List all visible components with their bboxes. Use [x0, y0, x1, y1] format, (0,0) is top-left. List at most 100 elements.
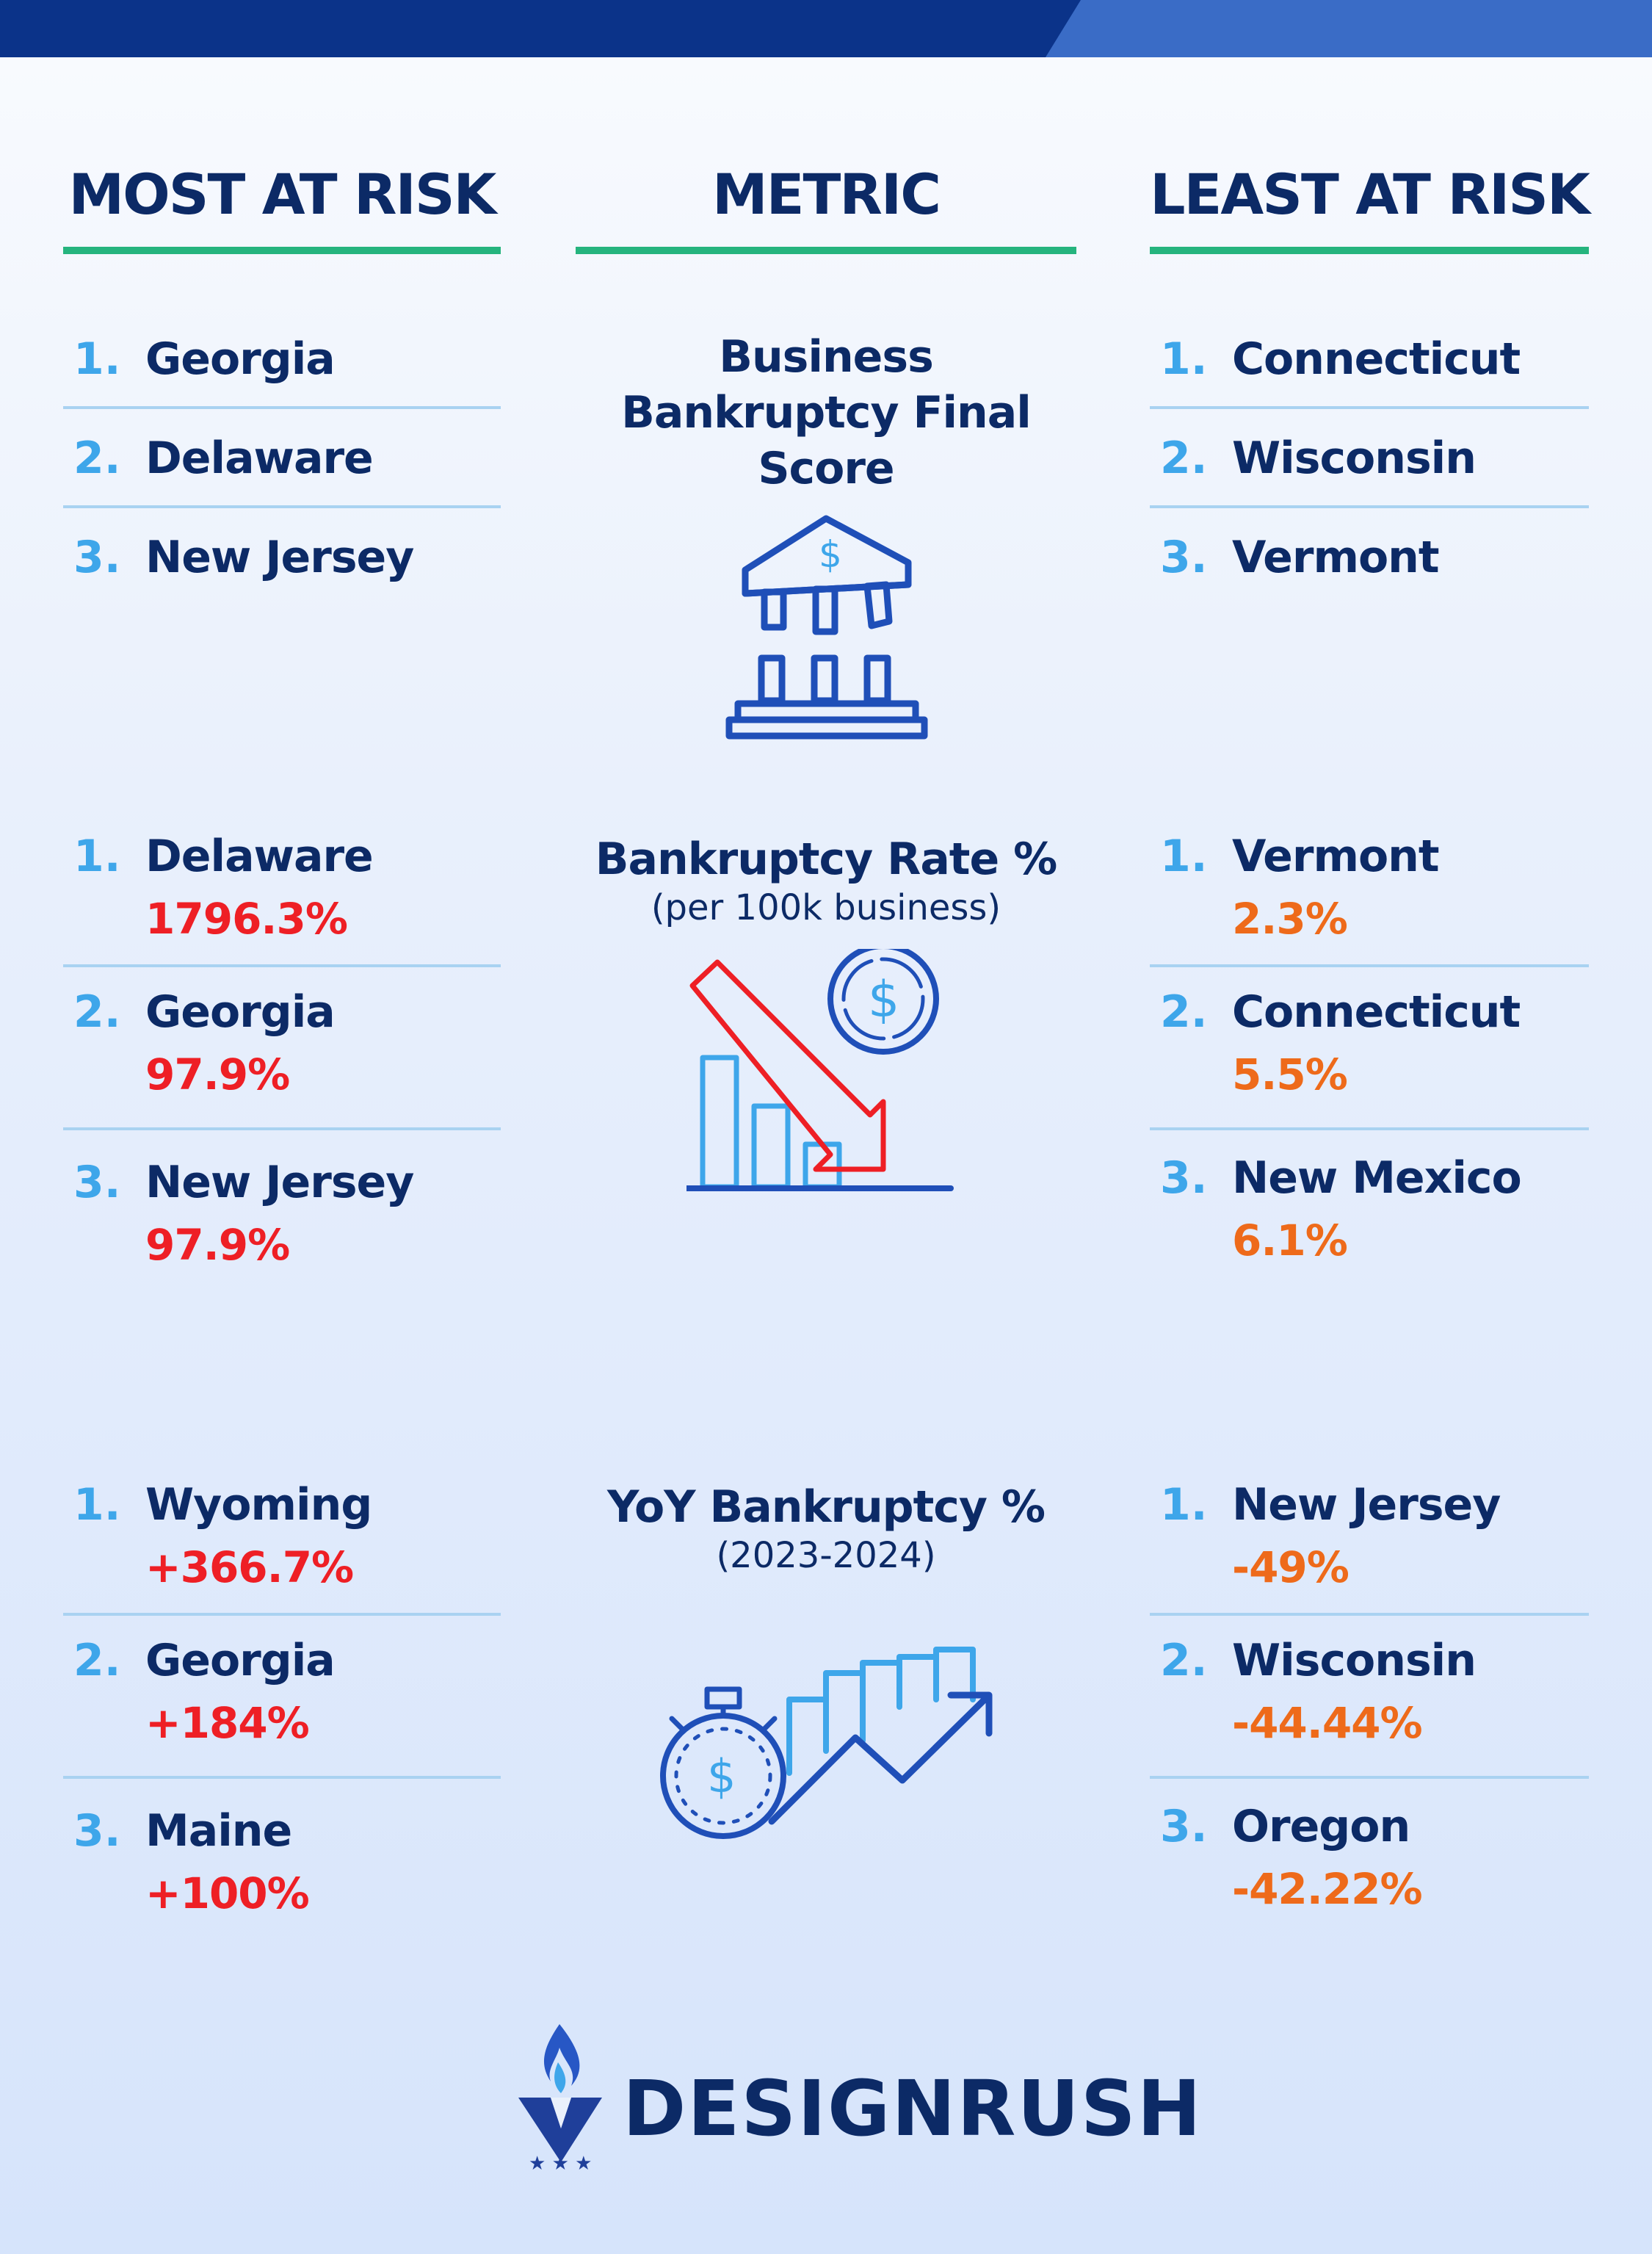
row-divider	[63, 406, 501, 409]
header-least-title: LEAST AT RISK	[1150, 162, 1590, 227]
header-metric: METRIC	[576, 154, 1076, 272]
state-name: Vermont	[1232, 831, 1440, 882]
state-name: Georgia	[145, 333, 336, 385]
row-divider	[63, 1613, 501, 1616]
list-item: 2. Connecticut 5.5%	[1150, 986, 1589, 1152]
metric-value: +100%	[145, 1868, 310, 1918]
state-name: New Jersey	[145, 532, 414, 583]
header-most-at-risk: MOST AT RISK	[63, 154, 501, 272]
svg-text:$: $	[707, 1749, 736, 1803]
section-1-most-list: 1. Georgia 2. Delaware 3. New Jersey	[63, 323, 501, 621]
list-item: 3. New Mexico 6.1%	[1150, 1152, 1589, 1299]
top-banner	[0, 0, 1652, 57]
state-name: New Jersey	[1232, 1479, 1501, 1531]
state-name: Vermont	[1232, 532, 1440, 583]
section-2-most-list: 1. Delaware 1796.3% 2. Georgia 97.9% 3. …	[63, 826, 501, 1299]
list-item: 1. Vermont 2.3%	[1150, 826, 1589, 986]
rank-number: 1.	[73, 831, 121, 882]
row-divider	[1150, 1613, 1589, 1616]
state-name: Georgia	[145, 1635, 336, 1686]
list-item: 2. Georgia 97.9%	[63, 986, 501, 1152]
state-name: Connecticut	[1232, 333, 1521, 385]
row-divider	[63, 505, 501, 508]
rank-number: 1.	[73, 333, 121, 385]
metric-value: -49%	[1232, 1542, 1350, 1592]
section-1-metric: Business Bankruptcy Final Score $	[576, 329, 1076, 756]
rank-number: 3.	[73, 1157, 121, 1208]
state-name: Wyoming	[145, 1479, 372, 1531]
rank-number: 3.	[1160, 1152, 1208, 1204]
metric-value: +184%	[145, 1698, 310, 1748]
rank-number: 1.	[1160, 333, 1208, 385]
metric-title: Business Bankruptcy Final Score	[621, 331, 1032, 494]
list-item: 3. New Jersey 97.9%	[63, 1152, 501, 1299]
rank-number: 1.	[1160, 1479, 1208, 1531]
svg-text:★ ★ ★: ★ ★ ★	[529, 2153, 592, 2172]
metric-value: 97.9%	[145, 1220, 290, 1270]
metric-subtitle: (2023-2024)	[716, 1535, 936, 1576]
list-item: 1. Delaware 1796.3%	[63, 826, 501, 986]
state-name: Wisconsin	[1232, 433, 1477, 484]
rank-number: 1.	[73, 1479, 121, 1531]
rank-number: 2.	[1160, 433, 1208, 484]
row-divider	[1150, 1776, 1589, 1779]
metric-value: +366.7%	[145, 1542, 354, 1592]
list-item: 2. Wisconsin -44.44%	[1150, 1635, 1589, 1801]
row-divider	[63, 1127, 501, 1130]
state-name: Maine	[145, 1805, 292, 1857]
list-item: 1. Connecticut	[1150, 323, 1589, 422]
state-name: Wisconsin	[1232, 1635, 1477, 1686]
list-item: 3. New Jersey	[63, 521, 501, 621]
list-item: 1. Wyoming +366.7%	[63, 1475, 501, 1635]
designrush-logo: ★ ★ ★ DESIGNRUSH	[514, 2018, 1201, 2172]
row-divider	[1150, 1127, 1589, 1130]
header-metric-underline	[576, 247, 1076, 254]
rank-number: 2.	[1160, 986, 1208, 1038]
row-divider	[1150, 505, 1589, 508]
metric-value: 6.1%	[1232, 1216, 1348, 1265]
list-item: 3. Vermont	[1150, 521, 1589, 621]
list-item: 3. Oregon -42.22%	[1150, 1801, 1589, 1948]
metric-subtitle: (per 100k business)	[651, 887, 1001, 928]
rank-number: 3.	[73, 532, 121, 583]
list-item: 1. Georgia	[63, 323, 501, 422]
row-divider	[63, 1776, 501, 1779]
rank-number: 3.	[1160, 532, 1208, 583]
state-name: Delaware	[145, 433, 374, 484]
list-item: 1. New Jersey -49%	[1150, 1475, 1589, 1635]
list-item: 2. Wisconsin	[1150, 422, 1589, 521]
svg-text:$: $	[868, 971, 899, 1029]
metric-value: 97.9%	[145, 1050, 290, 1099]
metric-value: -44.44%	[1232, 1698, 1423, 1748]
row-divider	[1150, 406, 1589, 409]
state-name: Connecticut	[1232, 986, 1521, 1038]
brand-name: DESIGNRUSH	[623, 2064, 1203, 2153]
bank-building-icon: $	[725, 515, 928, 740]
rank-number: 3.	[1160, 1801, 1208, 1852]
section-3-metric: YoY Bankruptcy % (2023-2024) $	[576, 1479, 1076, 1879]
state-name: Georgia	[145, 986, 336, 1038]
metric-value: 5.5%	[1232, 1050, 1348, 1099]
rank-number: 2.	[73, 986, 121, 1038]
row-divider	[63, 964, 501, 967]
declining-chart-icon: $	[684, 943, 954, 1191]
rank-number: 3.	[73, 1805, 121, 1857]
state-name: New Mexico	[1232, 1152, 1522, 1204]
state-name: New Jersey	[145, 1157, 414, 1208]
metric-value: 2.3%	[1232, 894, 1348, 944]
header-most-underline	[63, 247, 501, 254]
list-item: 2. Georgia +184%	[63, 1635, 501, 1801]
rank-number: 1.	[1160, 831, 1208, 882]
rank-number: 2.	[73, 433, 121, 484]
section-3-most-list: 1. Wyoming +366.7% 2. Georgia +184% 3. M…	[63, 1475, 501, 1948]
svg-text:$: $	[819, 533, 842, 576]
metric-title: Bankruptcy Rate %	[595, 834, 1057, 885]
metric-value: 1796.3%	[145, 894, 348, 944]
section-1-least-list: 1. Connecticut 2. Wisconsin 3. Vermont	[1150, 323, 1589, 621]
metric-title: YoY Bankruptcy %	[607, 1481, 1046, 1533]
header-most-title: MOST AT RISK	[68, 162, 497, 227]
state-name: Oregon	[1232, 1801, 1410, 1852]
section-2-least-list: 1. Vermont 2.3% 2. Connecticut 5.5% 3. N…	[1150, 826, 1589, 1299]
list-item: 3. Maine +100%	[63, 1801, 501, 1948]
stopwatch-growth-icon: $	[660, 1647, 993, 1839]
